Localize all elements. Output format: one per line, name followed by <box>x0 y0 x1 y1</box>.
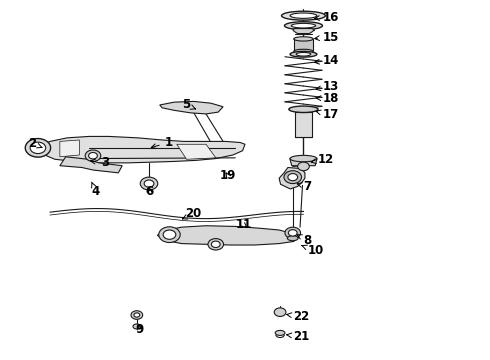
Circle shape <box>131 311 143 319</box>
Ellipse shape <box>275 330 285 336</box>
Circle shape <box>140 177 158 190</box>
Circle shape <box>211 241 220 248</box>
Polygon shape <box>279 167 305 189</box>
Text: 20: 20 <box>182 207 202 220</box>
Text: 7: 7 <box>297 180 312 193</box>
Circle shape <box>25 139 50 157</box>
Polygon shape <box>60 157 122 173</box>
Ellipse shape <box>285 22 322 30</box>
Circle shape <box>208 239 223 250</box>
Text: 14: 14 <box>315 54 340 67</box>
Text: 4: 4 <box>92 182 100 198</box>
Text: 13: 13 <box>316 80 339 93</box>
Polygon shape <box>34 136 245 163</box>
Ellipse shape <box>282 11 325 20</box>
Text: 11: 11 <box>235 218 251 231</box>
Ellipse shape <box>290 156 317 162</box>
Text: 16: 16 <box>315 11 340 24</box>
Text: 10: 10 <box>302 244 323 257</box>
Text: 19: 19 <box>220 169 236 182</box>
Circle shape <box>288 230 297 236</box>
Circle shape <box>288 174 297 181</box>
Text: 3: 3 <box>91 156 109 169</box>
Text: 8: 8 <box>297 234 312 247</box>
Ellipse shape <box>133 324 141 329</box>
Ellipse shape <box>288 236 298 241</box>
Ellipse shape <box>294 37 313 41</box>
Text: 18: 18 <box>316 92 340 105</box>
Polygon shape <box>160 102 223 114</box>
Circle shape <box>85 150 101 161</box>
Circle shape <box>144 180 154 187</box>
Text: 15: 15 <box>315 31 340 44</box>
Ellipse shape <box>291 23 316 28</box>
Circle shape <box>89 153 98 159</box>
Polygon shape <box>294 39 313 51</box>
Text: 17: 17 <box>316 108 339 121</box>
Circle shape <box>159 227 180 243</box>
Circle shape <box>274 308 286 316</box>
Circle shape <box>297 162 309 171</box>
Polygon shape <box>157 226 298 245</box>
Circle shape <box>284 171 301 184</box>
Text: 6: 6 <box>145 185 153 198</box>
Ellipse shape <box>296 53 311 56</box>
Polygon shape <box>294 112 312 137</box>
Ellipse shape <box>294 49 313 54</box>
Text: 5: 5 <box>182 99 196 112</box>
Text: 12: 12 <box>311 153 334 166</box>
Text: 21: 21 <box>287 330 309 343</box>
Polygon shape <box>290 158 317 166</box>
Circle shape <box>285 227 300 239</box>
Text: 2: 2 <box>28 137 42 150</box>
Ellipse shape <box>290 13 317 18</box>
Circle shape <box>163 230 176 239</box>
Polygon shape <box>293 28 314 33</box>
Ellipse shape <box>289 106 318 112</box>
Polygon shape <box>60 140 79 157</box>
Text: 1: 1 <box>151 136 173 149</box>
Text: 22: 22 <box>287 310 309 323</box>
Ellipse shape <box>290 51 317 57</box>
Polygon shape <box>177 144 216 159</box>
Circle shape <box>30 142 46 154</box>
Circle shape <box>134 313 140 317</box>
Text: 9: 9 <box>135 323 144 336</box>
